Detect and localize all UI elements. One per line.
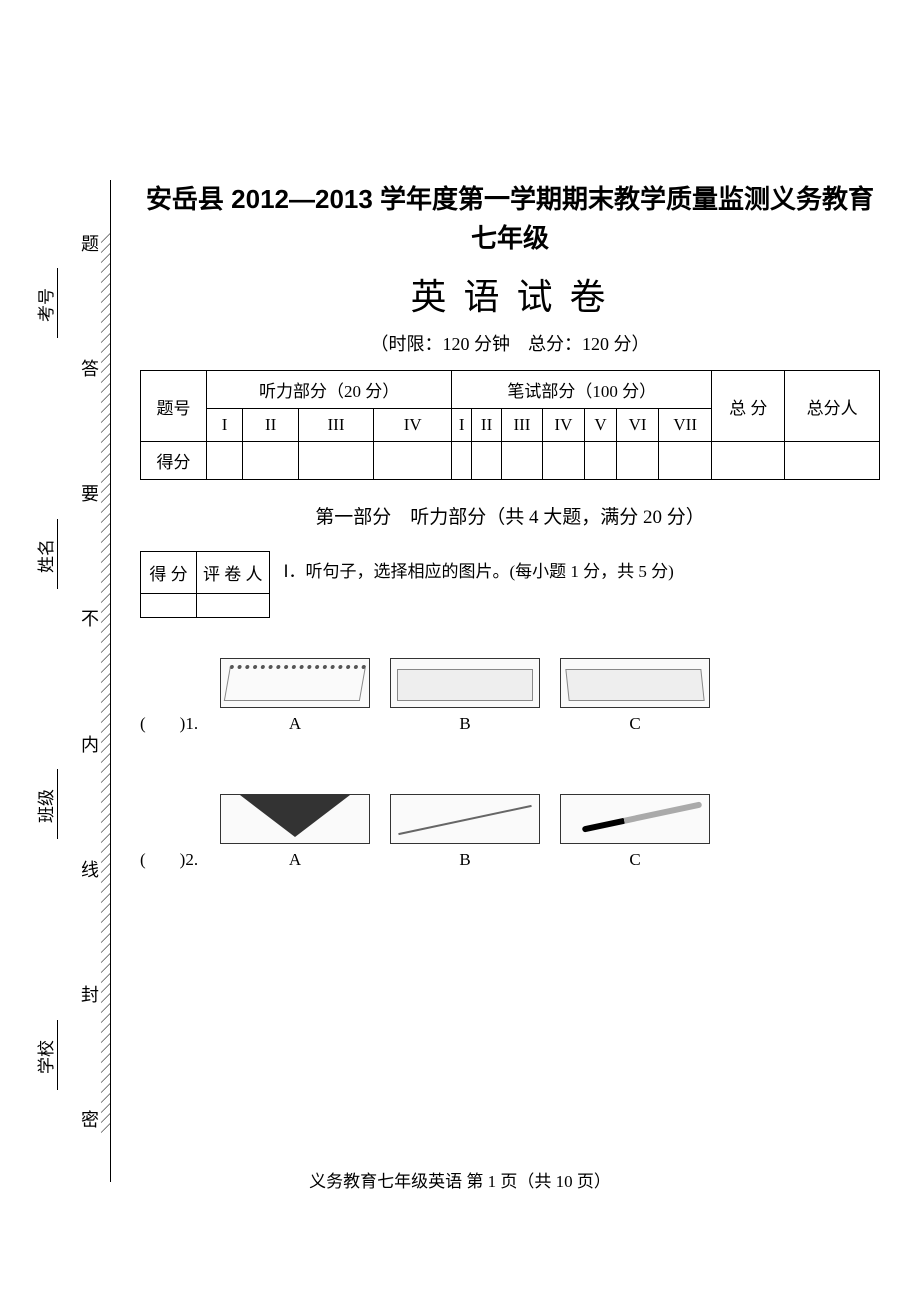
mini-score-header: 得 分 <box>141 552 197 594</box>
mini-score-cell <box>141 594 197 618</box>
option-image-notebook <box>220 658 370 708</box>
option-2a: A <box>220 794 370 870</box>
score-cell <box>659 442 712 480</box>
written-col: VII <box>659 409 712 442</box>
score-cell <box>616 442 658 480</box>
written-col: II <box>472 409 502 442</box>
option-2b: B <box>390 794 540 870</box>
col-scorer: 总分人 <box>785 371 880 442</box>
listening-col: IV <box>373 409 451 442</box>
question-1-intro: Ⅰ．听句子，选择相应的图片。(每小题 1 分，共 5 分) <box>284 551 674 582</box>
hatch-pattern: ／／／／／／／／／／／／／／／／／／／／／／／／／／／／／／／／／／／／／／／／… <box>70 180 110 1182</box>
exam-subject: 英 语 试 卷 <box>140 268 880 320</box>
exam-title: 安岳县 2012—2013 学年度第一学期期末教学质量监测义务教育七年级 <box>140 180 880 258</box>
option-label: B <box>459 714 470 734</box>
option-label: C <box>629 714 640 734</box>
written-col: V <box>585 409 617 442</box>
option-label: B <box>459 850 470 870</box>
score-cell <box>542 442 584 480</box>
field-blank-line <box>57 268 58 338</box>
mini-grader-cell <box>197 594 270 618</box>
written-col: I <box>452 409 472 442</box>
seal-char: 要 <box>81 476 99 510</box>
score-cell <box>206 442 242 480</box>
seal-char: 内 <box>81 727 99 761</box>
seal-line: ／／／／／／／／／／／／／／／／／／／／／／／／／／／／／／／／／／／／／／／／… <box>70 180 120 1182</box>
written-col: III <box>502 409 543 442</box>
col-total: 总 分 <box>712 371 785 442</box>
score-cell <box>373 442 451 480</box>
seal-char: 答 <box>81 351 99 385</box>
field-exam-id: 考号 <box>32 268 58 342</box>
option-2c: C <box>560 794 710 870</box>
option-image-thin-line <box>390 794 540 844</box>
written-col: IV <box>542 409 584 442</box>
option-1b: B <box>390 658 540 734</box>
score-cell <box>472 442 502 480</box>
seal-char: 线 <box>81 852 99 886</box>
binding-sidebar: 考号 姓名 班级 学校 ／／／／／／／／／／／／／／／／／／／／／／／／／／／／… <box>20 180 120 1182</box>
question-row-1: ( )1. A B C <box>140 658 880 734</box>
field-name: 姓名 <box>32 519 58 593</box>
score-cell <box>299 442 374 480</box>
seal-char: 密 <box>81 1102 99 1136</box>
col-written-header: 笔试部分（100 分） <box>452 371 712 409</box>
col-question-number: 题号 <box>141 371 207 442</box>
seal-char: 不 <box>81 601 99 635</box>
field-label: 考号 <box>32 288 57 322</box>
main-content: 安岳县 2012—2013 学年度第一学期期末教学质量监测义务教育七年级 英 语… <box>140 180 880 930</box>
option-1c: C <box>560 658 710 734</box>
listening-col: II <box>243 409 299 442</box>
field-class: 班级 <box>32 769 58 843</box>
option-image-triangle <box>220 794 370 844</box>
field-label: 姓名 <box>32 539 57 573</box>
option-image-pen <box>560 794 710 844</box>
score-cell <box>502 442 543 480</box>
row-score-label: 得分 <box>141 442 207 480</box>
mini-grader-header: 评 卷 人 <box>197 552 270 594</box>
page-footer: 义务教育七年级英语 第 1 页（共 10 页） <box>0 1167 920 1192</box>
score-cell <box>785 442 880 480</box>
score-cell <box>452 442 472 480</box>
listening-col: III <box>299 409 374 442</box>
listening-col: I <box>206 409 242 442</box>
field-label: 班级 <box>32 789 57 823</box>
seal-vertical-rule <box>110 180 111 1182</box>
seal-chars: ／／／／／／／／／／／／／／／／／／／／／／／／／／／／／／／／／／／／／／／／… <box>70 180 110 1182</box>
seal-char: 封 <box>81 977 99 1011</box>
student-info-fields: 考号 姓名 班级 学校 <box>20 180 70 1182</box>
score-cell <box>585 442 617 480</box>
score-summary-table: 题号 听力部分（20 分） 笔试部分（100 分） 总 分 总分人 I II I… <box>140 370 880 480</box>
col-listening-header: 听力部分（20 分） <box>206 371 451 409</box>
question-number: ( )1. <box>140 709 200 734</box>
option-label: A <box>289 714 301 734</box>
score-cell <box>243 442 299 480</box>
option-1a: A <box>220 658 370 734</box>
question-number: ( )2. <box>140 845 200 870</box>
field-blank-line <box>57 519 58 589</box>
score-cell <box>712 442 785 480</box>
question-row-2: ( )2. A B C <box>140 794 880 870</box>
field-blank-line <box>57 1020 58 1090</box>
written-col: VI <box>616 409 658 442</box>
option-label: A <box>289 850 301 870</box>
score-grader-mini-table: 得 分 评 卷 人 <box>140 551 270 618</box>
option-image-case <box>560 658 710 708</box>
section-1-header-row: 得 分 评 卷 人 Ⅰ．听句子，选择相应的图片。(每小题 1 分，共 5 分) <box>140 551 880 618</box>
option-image-box <box>390 658 540 708</box>
field-label: 学校 <box>32 1040 57 1074</box>
field-school: 学校 <box>32 1020 58 1094</box>
section-1-title: 第一部分 听力部分（共 4 大题，满分 20 分） <box>140 502 880 529</box>
seal-char: 题 <box>81 226 99 260</box>
option-label: C <box>629 850 640 870</box>
field-blank-line <box>57 769 58 839</box>
exam-meta: （时限：120 分钟 总分：120 分） <box>140 330 880 356</box>
